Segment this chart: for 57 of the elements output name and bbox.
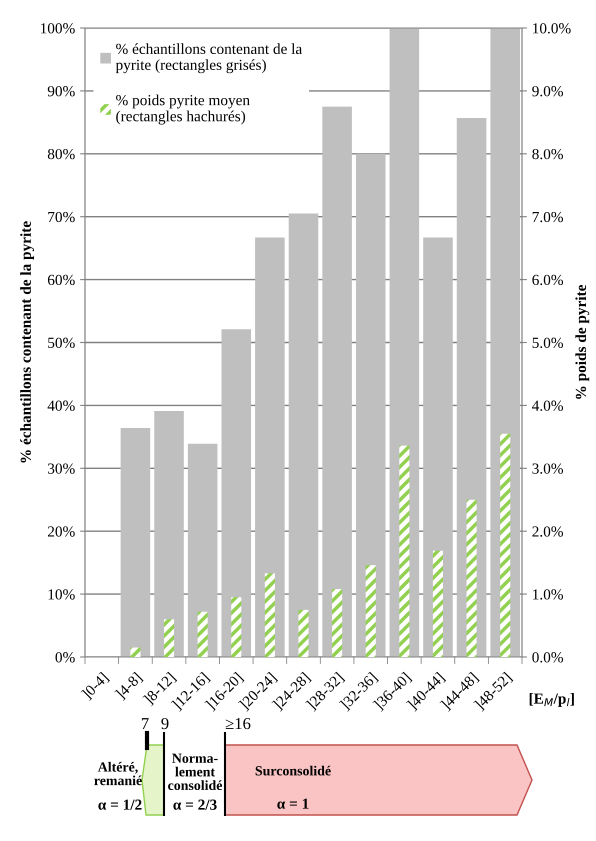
text: Norma- lement consolidé xyxy=(168,754,222,790)
bar xyxy=(356,154,386,657)
y-tick-label: 70% xyxy=(48,212,75,222)
bar xyxy=(332,589,342,657)
bar xyxy=(130,648,140,657)
y2-tick-label: 4.0% xyxy=(532,400,564,411)
y2-tick-label: 9.0% xyxy=(532,86,564,96)
y2-tick-label: 5.0% xyxy=(532,338,564,348)
bar xyxy=(198,612,208,657)
text: 7 xyxy=(142,718,149,730)
bar xyxy=(500,434,510,657)
bar xyxy=(432,550,444,657)
bar xyxy=(264,573,275,657)
bar xyxy=(120,428,150,657)
y2-tick-label: 1.0% xyxy=(533,589,564,600)
bar xyxy=(221,329,252,657)
y-axis-title: % échantillons contenant de la pyrite xyxy=(20,221,34,463)
text: Surconsolidé xyxy=(256,766,331,776)
y-tick-label: 90% xyxy=(48,86,75,96)
y2-tick-label: 3.0% xyxy=(532,463,564,474)
text: 9 xyxy=(161,718,168,730)
bar xyxy=(255,237,285,657)
y2-tick-label: 8.0% xyxy=(532,148,564,160)
x-axis-title: [E$_{M}$/p$_{l}$] xyxy=(530,692,574,707)
text: α = 2/3 xyxy=(173,800,217,810)
y2-tick-label: 7.0% xyxy=(532,212,564,222)
bar xyxy=(399,446,410,657)
legend-label: % poids pyrite moyen (rectangles hachurés) xyxy=(116,94,250,125)
y-tick-label: 60% xyxy=(48,274,75,286)
bar xyxy=(188,444,218,657)
text: α = 1 xyxy=(277,798,308,809)
y-tick-label: 100% xyxy=(40,23,75,34)
bar xyxy=(154,411,184,657)
y-tick-label: 20% xyxy=(48,526,75,537)
y2-tick-label: 0.0% xyxy=(532,652,564,663)
legend-label: % échantillons contenant de la pyrite (rectangles grisés) xyxy=(116,43,302,74)
y2-tick-label: 6.0% xyxy=(532,274,564,286)
y-tick-label: 40% xyxy=(48,400,75,411)
bar xyxy=(288,214,318,657)
y-tick-label: 80% xyxy=(48,148,75,160)
y2-axis-title: % poids de pyrite xyxy=(575,284,590,399)
y2-tick-label: 10.0% xyxy=(533,23,571,34)
bar xyxy=(423,237,453,657)
bar xyxy=(164,619,174,657)
y-tick-label: 50% xyxy=(48,338,75,348)
text: Altéré, remanié xyxy=(94,762,142,786)
bar xyxy=(298,610,309,657)
y-tick-label: 0% xyxy=(55,652,75,662)
y2-tick-label: 2.0% xyxy=(532,526,564,537)
y-tick-label: 30% xyxy=(48,463,75,474)
y-tick-label: 10% xyxy=(48,589,75,600)
bar xyxy=(322,106,352,657)
bar xyxy=(366,565,376,657)
bar xyxy=(466,500,477,657)
text: α = 1/2 xyxy=(98,800,142,810)
text: ≥16 xyxy=(226,718,250,730)
bar xyxy=(231,597,242,657)
